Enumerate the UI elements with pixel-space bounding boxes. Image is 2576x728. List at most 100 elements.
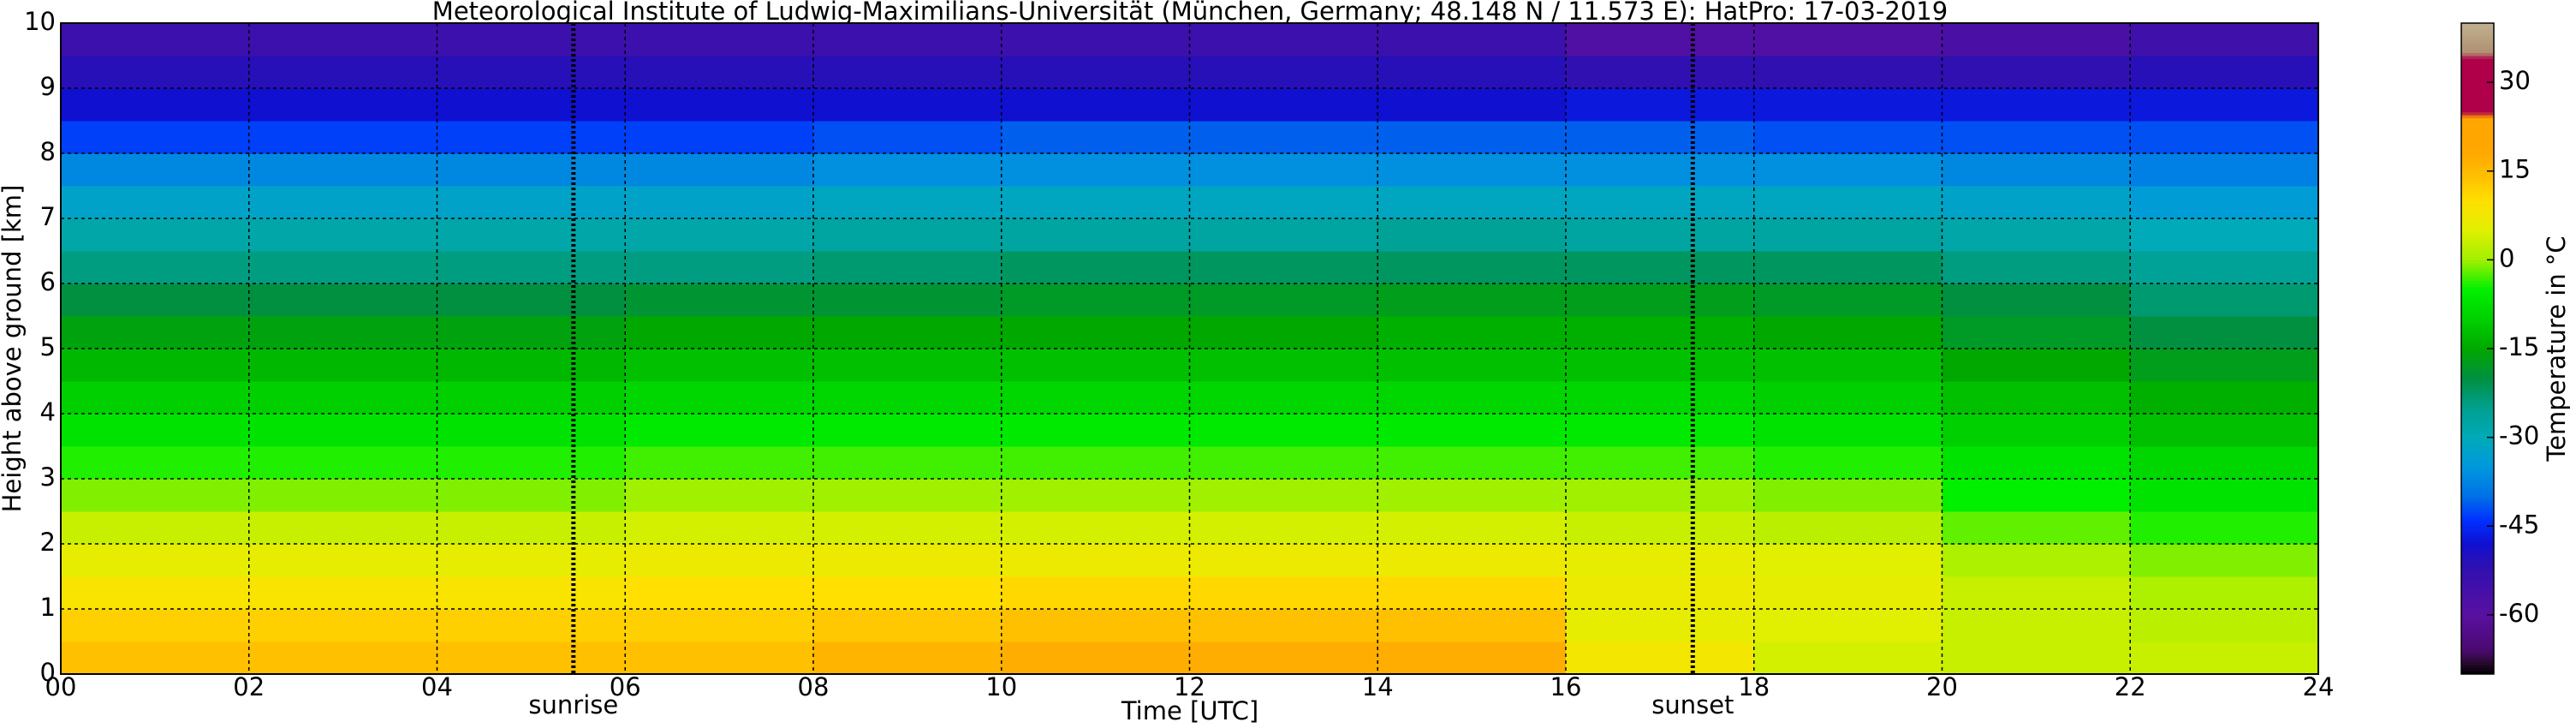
heat-cell [1753, 641, 1942, 675]
colorbar-segment [2461, 496, 2494, 500]
colorbar-segment [2461, 58, 2494, 63]
heat-cell [625, 446, 814, 480]
colorbar-segment [2461, 511, 2494, 515]
colorbar-tick-label: 15 [2499, 155, 2531, 184]
colorbar-segment [2461, 236, 2494, 240]
chart-title: Meteorological Institute of Ludwig-Maxim… [432, 0, 1948, 26]
y-tick-label: 0 [40, 658, 56, 687]
heat-cell [625, 23, 814, 57]
colorbar-segment [2461, 647, 2494, 651]
heat-cell [437, 381, 626, 415]
heat-cell [1942, 446, 2131, 480]
heat-cell [1377, 544, 1567, 577]
heat-cell [1566, 479, 1755, 512]
colorbar-segment [2461, 561, 2494, 565]
y-tick-label: 6 [40, 267, 56, 296]
heat-cell [813, 186, 1002, 219]
heat-cell [1377, 186, 1567, 219]
heat-cell [1001, 88, 1190, 122]
colorbar-segment [2461, 597, 2494, 601]
heat-cell [1377, 316, 1567, 349]
heat-cell [248, 381, 437, 415]
heat-cell [1753, 609, 1942, 642]
heat-cell [1189, 88, 1378, 122]
heat-cell [1377, 56, 1567, 89]
colorbar-segment [2461, 552, 2494, 557]
y-tick-label: 3 [40, 462, 56, 492]
colorbar-segment [2461, 289, 2494, 293]
heat-cell [813, 121, 1002, 154]
heat-cell [813, 88, 1002, 122]
colorbar-segment [2461, 440, 2494, 445]
heat-cell [2130, 414, 2319, 447]
colorbar-segment [2461, 457, 2494, 462]
colorbar-segment [2461, 144, 2494, 148]
colorbar-segment [2461, 487, 2494, 492]
heat-cell [1566, 414, 1755, 447]
heat-cell [248, 153, 437, 187]
colorbar-segment [2461, 588, 2494, 592]
heat-cell [1566, 609, 1755, 642]
colorbar-segment [2461, 209, 2494, 213]
heat-cell [1377, 88, 1567, 122]
colorbar-segment [2461, 82, 2494, 87]
colorbar-segment [2461, 274, 2494, 278]
heat-cell [248, 283, 437, 317]
heat-cell [1001, 479, 1190, 512]
heat-cell [1377, 479, 1567, 512]
heat-cell [248, 414, 437, 447]
heat-cell [1753, 544, 1942, 577]
heat-cell [61, 218, 250, 252]
heat-cell [625, 121, 814, 154]
colorbar-segment [2461, 203, 2494, 207]
heat-cell [1001, 511, 1190, 545]
heat-cell [1566, 23, 1755, 57]
colorbar-segment [2461, 516, 2494, 521]
colorbar-segment [2461, 508, 2494, 512]
colorbar-segment [2461, 186, 2494, 189]
x-tick-label: 18 [1738, 672, 1770, 701]
colorbar-segment [2461, 414, 2494, 417]
heat-cell [625, 349, 814, 382]
annotation-label: sunset [1651, 690, 1734, 719]
heat-cell [1566, 544, 1755, 577]
colorbar-tick-label: 0 [2499, 243, 2514, 272]
heat-cell [625, 153, 814, 187]
colorbar-segment [2461, 375, 2494, 379]
x-tick-label: 02 [233, 672, 265, 701]
x-tick-label: 10 [985, 672, 1017, 701]
heat-cell [813, 283, 1002, 317]
heat-cell [813, 381, 1002, 415]
colorbar-segment [2461, 156, 2494, 160]
colorbar-segment [2461, 34, 2494, 39]
colorbar-segment [2461, 653, 2494, 657]
heat-cell [437, 121, 626, 154]
heat-cell [437, 88, 626, 122]
heat-cell [248, 251, 437, 284]
heat-cell [2130, 349, 2319, 382]
x-tick-label: 00 [45, 672, 77, 701]
colorbar-segment [2461, 321, 2494, 325]
y-tick-label: 8 [40, 137, 56, 166]
heat-cell [437, 544, 626, 577]
colorbar-segment [2461, 369, 2494, 373]
heat-cell [1189, 414, 1378, 447]
colorbar-segment [2461, 88, 2494, 92]
colorbar-segment [2461, 23, 2494, 27]
colorbar-segment [2461, 585, 2494, 589]
colorbar-segment [2461, 644, 2494, 648]
colorbar-segment [2461, 538, 2494, 542]
heat-cell [1001, 316, 1190, 349]
heat-cell [437, 218, 626, 252]
heat-cell [1189, 56, 1378, 89]
colorbar-segment [2461, 115, 2494, 119]
colorbar-segment [2461, 206, 2494, 211]
colorbar-segment [2461, 194, 2494, 199]
colorbar-segment [2461, 555, 2494, 559]
heat-cell [1942, 381, 2131, 415]
colorbar-segment [2461, 372, 2494, 376]
heat-cell [1001, 251, 1190, 284]
colorbar-segment [2461, 262, 2494, 266]
x-tick-label: 14 [1362, 672, 1394, 701]
colorbar-segment [2461, 162, 2494, 166]
